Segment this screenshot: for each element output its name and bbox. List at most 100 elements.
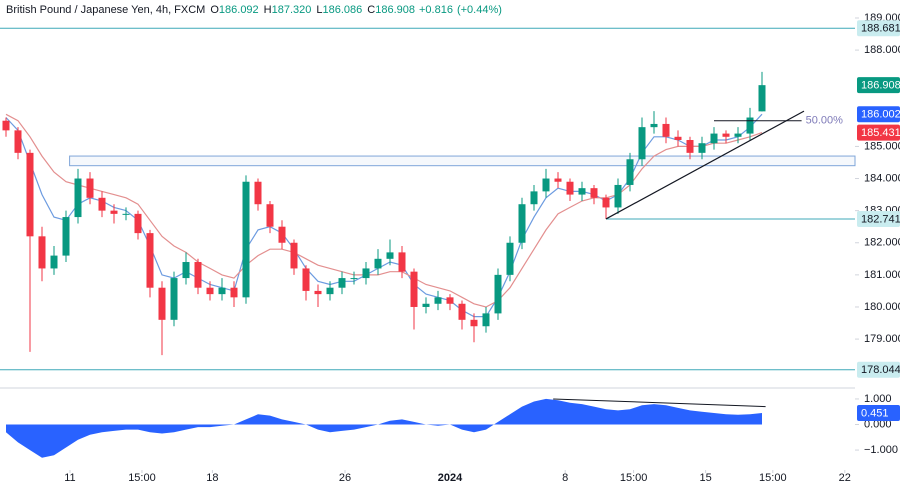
- y-tick-label: 185.000: [864, 140, 900, 152]
- fib-label: 50.00%: [806, 115, 844, 127]
- x-tick-label: 22: [839, 472, 851, 484]
- candle-body: [422, 303, 430, 307]
- legend-value: 186.092: [219, 4, 259, 16]
- candle-body: [410, 271, 418, 307]
- candle-body: [362, 268, 370, 279]
- candle-body: [590, 188, 598, 198]
- candle-body: [338, 278, 346, 288]
- level-label-bg: [857, 361, 900, 378]
- legend-key: O: [210, 4, 219, 16]
- candle-body: [698, 143, 706, 153]
- candle-body: [146, 233, 154, 288]
- legend-value: +0.816: [419, 4, 453, 16]
- candle-body: [86, 178, 94, 198]
- candle-body: [566, 181, 574, 195]
- x-tick-label: 18: [206, 472, 218, 484]
- trendline: [605, 110, 805, 220]
- moving-average: [5, 113, 763, 318]
- candle-body: [314, 290, 322, 295]
- level-label-bg: [857, 210, 900, 227]
- oscillator-label: 0.451: [861, 407, 889, 419]
- resistance-zone: [69, 155, 856, 167]
- y-tick-label: 184.000: [864, 172, 900, 184]
- candle-body: [554, 178, 562, 182]
- candle-body: [506, 242, 514, 275]
- level-label: 188.681: [861, 23, 900, 35]
- candle-body: [158, 287, 166, 320]
- level-label: 178.044: [861, 364, 900, 376]
- y-tick-label: 180.000: [864, 301, 900, 313]
- level-label: 182.741: [861, 213, 900, 225]
- candle-body: [254, 181, 262, 205]
- candle-body: [542, 178, 550, 192]
- candle-body: [470, 319, 478, 327]
- candle-body: [26, 152, 34, 237]
- candle-body: [758, 85, 766, 112]
- y-tick-label: 181.000: [864, 269, 900, 281]
- y-tick-label: 179.000: [864, 333, 900, 345]
- candle-body: [686, 140, 694, 153]
- oscillator-area: [6, 398, 762, 458]
- ma-label-bg: [857, 124, 900, 141]
- osc-tick-label: 0.000: [864, 418, 892, 430]
- legend-key: L: [316, 4, 322, 16]
- candle-body: [182, 262, 190, 279]
- oscillator-trendline: [553, 398, 766, 408]
- x-tick-label: 15:00: [620, 472, 648, 484]
- candle-body: [266, 204, 274, 227]
- candle-body: [722, 133, 730, 137]
- candle-body: [326, 287, 334, 295]
- candle-body: [14, 130, 22, 153]
- candle-body: [62, 217, 70, 256]
- last-price-label: 186.908: [861, 80, 900, 92]
- candle-body: [518, 204, 526, 243]
- candle-body: [650, 123, 658, 128]
- candle-body: [374, 258, 382, 269]
- candle-body: [110, 210, 118, 214]
- candle-body: [530, 191, 538, 205]
- legend-key: H: [264, 4, 272, 16]
- legend-value: 186.086: [323, 4, 363, 16]
- candle-body: [458, 303, 466, 320]
- candle-body: [746, 117, 754, 134]
- legend-value: (+0.44%): [457, 4, 502, 16]
- candle-body: [602, 197, 610, 208]
- candle-body: [206, 287, 214, 295]
- level-label-bg: [857, 20, 900, 37]
- candle-body: [446, 297, 454, 304]
- x-tick-label: 15:00: [128, 472, 156, 484]
- osc-tick-label: 1.000: [864, 393, 892, 405]
- y-tick-label: 182.000: [864, 237, 900, 249]
- candle-body: [218, 287, 226, 295]
- candle-body: [734, 133, 742, 137]
- last-price-label-bg: [857, 77, 900, 94]
- x-tick-label: 8: [562, 472, 568, 484]
- candle-body: [710, 133, 718, 144]
- osc-tick-label: −1.000: [864, 444, 898, 456]
- candle-body: [494, 274, 502, 314]
- candle-body: [134, 213, 142, 234]
- candle-body: [674, 136, 682, 140]
- candle-body: [290, 242, 298, 269]
- candle-body: [194, 262, 202, 288]
- y-tick-label: 188.000: [864, 44, 900, 56]
- candle-body: [578, 188, 586, 195]
- candle-body: [434, 297, 442, 304]
- candle-body: [302, 268, 310, 291]
- candle-body: [662, 123, 670, 137]
- candle-body: [614, 184, 622, 208]
- chart-header: British Pound / Japanese Yen, 4h, FXCM O1…: [6, 4, 502, 16]
- candle-body: [386, 252, 394, 259]
- candle-body: [122, 213, 130, 215]
- moving-average: [5, 113, 763, 308]
- candle-body: [242, 181, 250, 298]
- candle-body: [626, 159, 634, 185]
- x-tick-label: 15:00: [759, 472, 787, 484]
- ma-label: 186.002: [861, 109, 900, 121]
- candle-body: [278, 226, 286, 243]
- candle-body: [74, 178, 82, 218]
- legend-value: 187.320: [272, 4, 312, 16]
- candle-body: [230, 287, 238, 298]
- candle-body: [170, 278, 178, 320]
